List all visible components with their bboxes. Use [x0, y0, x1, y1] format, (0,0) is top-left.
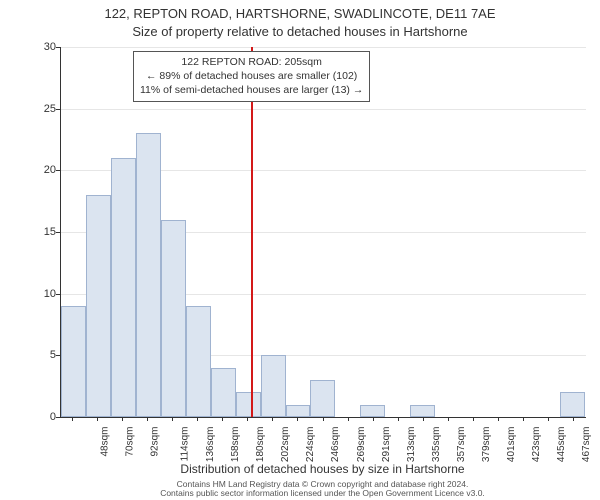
x-tick-label: 291sqm [381, 427, 392, 463]
gridline [61, 47, 586, 48]
histogram-bar [136, 133, 161, 417]
x-tick-mark [398, 417, 399, 421]
x-tick-label: 114sqm [180, 427, 191, 462]
y-tick-label: 25 [16, 103, 56, 115]
chart-container: 122, REPTON ROAD, HARTSHORNE, SWADLINCOT… [0, 0, 600, 500]
footer-attribution: Contains HM Land Registry data © Crown c… [60, 480, 585, 499]
y-tick-mark [56, 232, 60, 233]
histogram-bar [560, 392, 585, 417]
x-tick-mark [122, 417, 123, 421]
x-tick-label: 158sqm [230, 427, 241, 463]
y-tick-label: 20 [16, 164, 56, 176]
histogram-bar [410, 405, 435, 417]
x-tick-label: 92sqm [150, 427, 161, 457]
x-tick-mark [222, 417, 223, 421]
x-tick-label: 445sqm [556, 427, 567, 463]
annotation-line-3: 11% of semi-detached houses are larger (… [140, 83, 363, 97]
x-axis-label: Distribution of detached houses by size … [60, 462, 585, 476]
x-tick-mark [172, 417, 173, 421]
y-tick-label: 0 [16, 411, 56, 423]
histogram-bar [61, 306, 86, 417]
x-tick-mark [72, 417, 73, 421]
x-tick-label: 357sqm [456, 427, 467, 463]
annotation-box: 122 REPTON ROAD: 205sqm← 89% of detached… [133, 51, 370, 102]
histogram-bar [111, 158, 136, 417]
annotation-line-1: 122 REPTON ROAD: 205sqm [140, 55, 363, 69]
x-tick-mark [448, 417, 449, 421]
x-tick-mark [197, 417, 198, 421]
histogram-bar [236, 392, 261, 417]
x-tick-mark [373, 417, 374, 421]
marker-line [251, 47, 253, 417]
x-tick-mark [348, 417, 349, 421]
x-tick-label: 335sqm [431, 427, 442, 463]
y-tick-mark [56, 47, 60, 48]
histogram-bar [310, 380, 335, 417]
x-tick-mark [573, 417, 574, 421]
histogram-bar [161, 220, 186, 417]
x-tick-label: 423sqm [531, 427, 542, 463]
x-tick-label: 467sqm [581, 427, 592, 463]
x-tick-mark [523, 417, 524, 421]
x-tick-mark [323, 417, 324, 421]
y-tick-mark [56, 170, 60, 171]
x-tick-mark [147, 417, 148, 421]
x-tick-mark [498, 417, 499, 421]
y-tick-label: 5 [16, 349, 56, 361]
histogram-bar [286, 405, 311, 417]
x-tick-label: 379sqm [481, 427, 492, 463]
x-tick-mark [473, 417, 474, 421]
x-tick-mark [548, 417, 549, 421]
x-tick-mark [272, 417, 273, 421]
chart-title-desc: Size of property relative to detached ho… [0, 24, 600, 39]
footer-line2: Contains public sector information licen… [60, 489, 585, 498]
y-tick-mark [56, 109, 60, 110]
x-tick-label: 48sqm [100, 427, 111, 457]
y-tick-mark [56, 417, 60, 418]
y-tick-label: 30 [16, 41, 56, 53]
x-tick-label: 202sqm [280, 427, 291, 463]
x-tick-mark [97, 417, 98, 421]
annotation-line-2: ← 89% of detached houses are smaller (10… [140, 69, 363, 83]
x-tick-label: 224sqm [305, 427, 316, 463]
histogram-bar [261, 355, 286, 417]
x-tick-label: 401sqm [506, 427, 517, 463]
y-tick-mark [56, 294, 60, 295]
x-tick-mark [423, 417, 424, 421]
histogram-bar [211, 368, 236, 417]
histogram-bar [186, 306, 211, 417]
y-tick-mark [56, 355, 60, 356]
x-tick-label: 269sqm [356, 427, 367, 463]
x-tick-mark [297, 417, 298, 421]
x-tick-label: 313sqm [406, 427, 417, 463]
x-tick-label: 180sqm [255, 427, 266, 463]
plot-area: 122 REPTON ROAD: 205sqm← 89% of detached… [60, 47, 586, 418]
chart-title-address: 122, REPTON ROAD, HARTSHORNE, SWADLINCOT… [0, 6, 600, 21]
y-tick-label: 15 [16, 226, 56, 238]
gridline [61, 109, 586, 110]
y-tick-label: 10 [16, 288, 56, 300]
histogram-bar [86, 195, 111, 417]
x-tick-label: 246sqm [330, 427, 341, 463]
x-tick-mark [247, 417, 248, 421]
x-tick-label: 70sqm [125, 427, 136, 457]
x-tick-label: 136sqm [205, 427, 216, 463]
histogram-bar [360, 405, 385, 417]
